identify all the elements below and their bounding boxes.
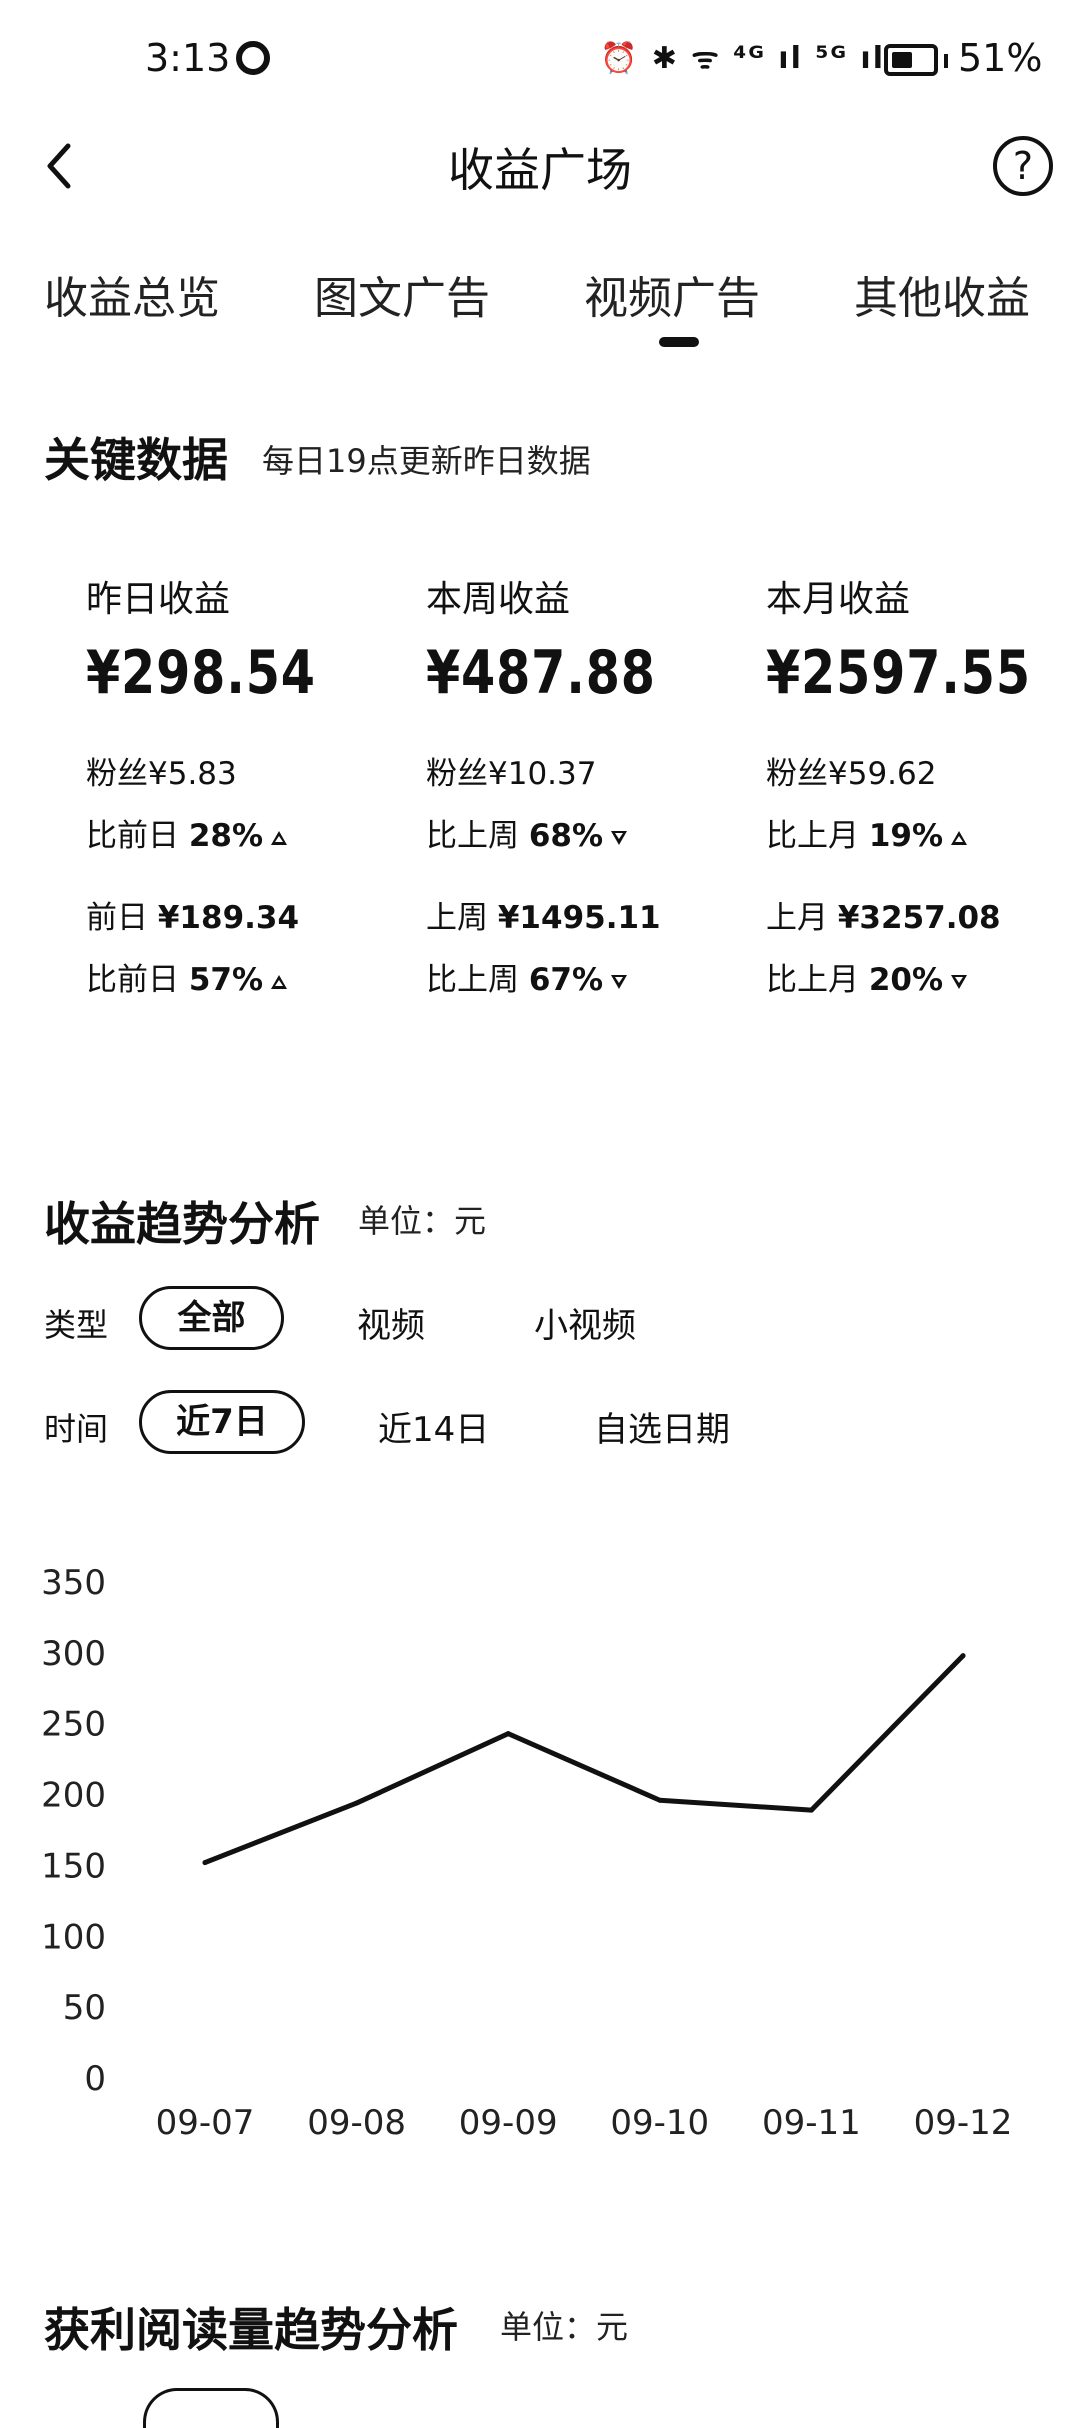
tab-video-ads[interactable]: 视频广告 xyxy=(584,273,760,324)
last-week-amount: 上周 ¥1495.11 xyxy=(426,900,661,936)
data-point[interactable] xyxy=(808,1807,814,1813)
x-tick-label: 09-09 xyxy=(459,2103,558,2143)
type-option-all[interactable]: 全部 xyxy=(139,1286,284,1350)
time-label: 时间 xyxy=(44,1410,109,1448)
type-label: 类型 xyxy=(44,1306,109,1344)
help-icon[interactable]: ? xyxy=(993,136,1053,196)
key-data-subtitle: 每日19点更新昨日数据 xyxy=(262,442,591,480)
week-amount: ¥487.88 xyxy=(426,638,656,708)
battery-tip xyxy=(944,54,948,68)
x-tick-label: 09-07 xyxy=(156,2103,255,2143)
week-label: 本周收益 xyxy=(426,579,571,620)
y-tick-label: 100 xyxy=(41,1917,106,1957)
down-triangle-icon xyxy=(611,830,628,845)
last-month-amount: 上月 ¥3257.08 xyxy=(766,900,1001,936)
type-option-short-video[interactable]: 小视频 xyxy=(534,1306,636,1346)
month-compare: 比上月 19% xyxy=(766,810,968,855)
yesterday-label: 昨日收益 xyxy=(86,579,231,620)
down-triangle-icon xyxy=(611,974,628,989)
x-tick-label: 09-08 xyxy=(307,2103,406,2143)
day-before-compare: 比前日 57% xyxy=(86,954,288,999)
y-tick-label: 300 xyxy=(41,1634,106,1674)
back-arrow-icon[interactable] xyxy=(44,136,76,196)
reads-trend-unit: 单位：元 xyxy=(500,2308,629,2346)
up-triangle-icon xyxy=(271,974,288,989)
up-triangle-icon xyxy=(951,830,968,845)
data-point[interactable] xyxy=(354,1800,360,1806)
x-tick-label: 09-10 xyxy=(610,2103,709,2143)
notification-dot-icon xyxy=(236,41,270,75)
last-month-compare: 比上月 20% xyxy=(766,954,968,999)
month-label: 本月收益 xyxy=(766,579,911,620)
y-tick-label: 50 xyxy=(63,1988,106,2028)
x-tick-label: 09-12 xyxy=(914,2103,1013,2143)
up-triangle-icon xyxy=(271,830,288,845)
y-tick-label: 150 xyxy=(41,1846,106,1886)
tab-other-income[interactable]: 其他收益 xyxy=(854,273,1030,324)
y-tick-label: 0 xyxy=(84,2059,106,2099)
data-point[interactable] xyxy=(202,1860,208,1866)
week-compare: 比上周 68% xyxy=(426,810,628,855)
page-title: 收益广场 xyxy=(448,143,632,197)
data-point[interactable] xyxy=(657,1797,663,1803)
data-point[interactable] xyxy=(505,1731,511,1737)
status-icons: ⏰ ✱ ᯤ ⁴ᴳ ıl ⁵ᴳ ıl xyxy=(600,41,885,76)
time-option-7days[interactable]: 近7日 xyxy=(139,1390,305,1454)
month-amount: ¥2597.55 xyxy=(766,638,1031,708)
income-trend-chart: 0 50 100 150 200 250 300 350 09-07 09-08 09-09 09-1… xyxy=(41,1563,1013,2143)
yesterday-amount: ¥298.54 xyxy=(86,638,316,708)
yesterday-fans: 粉丝¥5.83 xyxy=(86,756,237,792)
active-tab-indicator xyxy=(659,337,699,347)
time-option-14days[interactable]: 近14日 xyxy=(378,1410,490,1450)
reads-trend-title: 获利阅读量趋势分析 xyxy=(44,2303,458,2357)
yesterday-compare: 比前日 28% xyxy=(86,810,288,855)
battery-percent: 51% xyxy=(958,36,1043,80)
status-time: 3:13 xyxy=(145,36,231,80)
day-before-amount: 前日 ¥189.34 xyxy=(86,900,300,936)
month-fans: 粉丝¥59.62 xyxy=(766,756,937,792)
week-fans: 粉丝¥10.37 xyxy=(426,756,597,792)
y-tick-label: 200 xyxy=(41,1776,106,1816)
x-tick-label: 09-11 xyxy=(762,2103,861,2143)
type-option-video[interactable]: 视频 xyxy=(357,1306,425,1346)
last-week-compare: 比上周 67% xyxy=(426,954,628,999)
trend-unit: 单位：元 xyxy=(358,1202,487,1240)
down-triangle-icon xyxy=(951,974,968,989)
y-tick-label: 250 xyxy=(41,1705,106,1745)
battery-icon xyxy=(884,44,938,76)
tab-overview[interactable]: 收益总览 xyxy=(44,273,220,324)
data-point[interactable] xyxy=(960,1653,966,1659)
key-data-title: 关键数据 xyxy=(44,433,228,487)
y-tick-label: 350 xyxy=(41,1563,106,1603)
trend-title: 收益趋势分析 xyxy=(44,1197,320,1251)
reads-filter-pill[interactable] xyxy=(143,2388,279,2428)
series-line xyxy=(202,1653,966,1866)
tab-image-text-ads[interactable]: 图文广告 xyxy=(314,273,490,324)
time-option-custom[interactable]: 自选日期 xyxy=(594,1410,730,1450)
